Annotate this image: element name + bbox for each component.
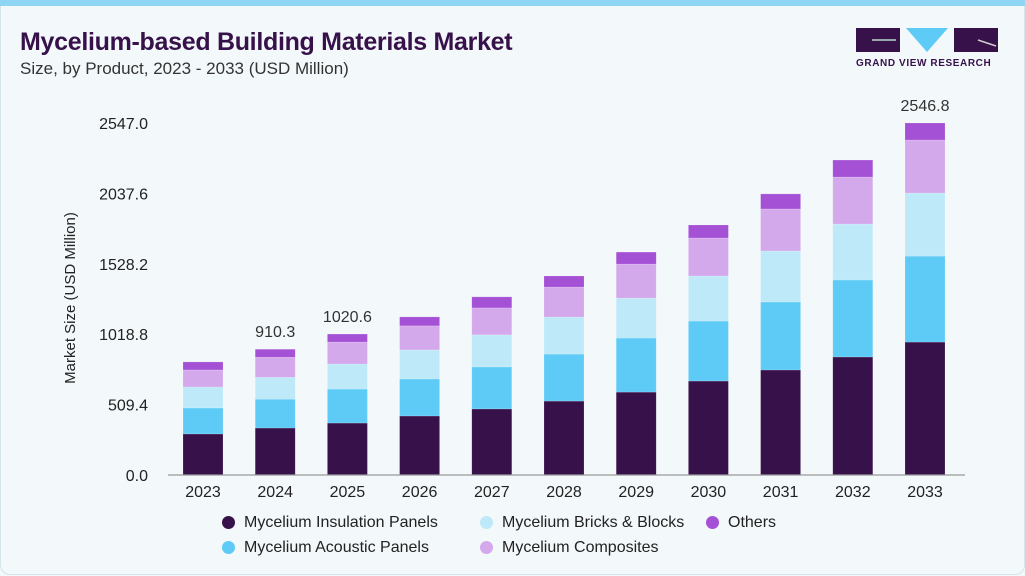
chart-subtitle: Size, by Product, 2023 - 2033 (USD Milli…	[20, 59, 349, 78]
bar-segment-others-2028	[543, 275, 585, 288]
bar-segment-others-2033	[904, 122, 946, 141]
legend-item: Mycelium Composites	[480, 537, 706, 558]
bar-segment-mycelium-bricks-blocks-2029	[615, 297, 657, 339]
bar-segment-mycelium-composites-2030	[688, 237, 729, 277]
bar-segment-mycelium-acoustic-panels-2027	[471, 366, 513, 410]
logo-text: GRAND VIEW RESEARCH	[856, 58, 992, 69]
y-tick-label: 1528.2	[99, 257, 148, 274]
bar-segment-mycelium-insulation-panels-2023	[182, 433, 224, 476]
legend-swatch	[706, 516, 719, 529]
bar-segment-mycelium-composites-2029	[615, 263, 657, 299]
bar-segment-mycelium-insulation-panels-2027	[471, 408, 513, 476]
x-tick-label: 2027	[474, 484, 510, 501]
bar-segment-mycelium-bricks-blocks-2032	[832, 223, 874, 281]
legend-label: Mycelium Composites	[502, 538, 659, 556]
bar-segment-mycelium-acoustic-panels-2031	[760, 301, 801, 371]
bar-segment-others-2024	[254, 348, 296, 358]
bar-segment-mycelium-acoustic-panels-2029	[615, 337, 657, 393]
data-label-2024: 910.3	[255, 324, 295, 341]
y-tick-label: 1018.8	[99, 327, 148, 344]
chart-title: Mycelium-based Building Materials Market	[20, 28, 513, 56]
bar-segment-mycelium-composites-2026	[399, 325, 440, 351]
legend-item: Mycelium Acoustic Panels	[222, 537, 480, 558]
bar-segment-mycelium-insulation-panels-2033	[904, 341, 946, 476]
top-accent-bar	[0, 0, 1025, 6]
bar-segment-mycelium-acoustic-panels-2026	[399, 378, 440, 417]
y-axis-title: Market Size (USD Million)	[62, 212, 79, 384]
bar-segment-mycelium-bricks-blocks-2033	[904, 192, 946, 257]
legend-item: Others	[706, 512, 826, 533]
bar-segment-mycelium-insulation-panels-2025	[327, 422, 368, 476]
bar-segment-mycelium-acoustic-panels-2023	[182, 407, 224, 435]
legend-swatch	[480, 516, 493, 529]
bar-segment-mycelium-bricks-blocks-2028	[543, 316, 585, 355]
bar-segment-mycelium-bricks-blocks-2031	[760, 250, 801, 303]
x-tick-label: 2026	[402, 484, 438, 501]
bar-segment-mycelium-bricks-blocks-2026	[399, 349, 440, 380]
bar-segment-mycelium-acoustic-panels-2024	[254, 398, 296, 429]
bar-segment-mycelium-acoustic-panels-2025	[327, 388, 368, 424]
bar-segment-mycelium-acoustic-panels-2033	[904, 255, 946, 343]
bar-segment-mycelium-acoustic-panels-2032	[832, 279, 874, 358]
bar-segment-mycelium-composites-2027	[471, 307, 513, 336]
y-tick-label: 2037.6	[99, 186, 148, 203]
bar-segment-mycelium-composites-2025	[327, 341, 368, 365]
x-tick-label: 2031	[763, 484, 799, 501]
data-label-2025: 1020.6	[323, 309, 372, 326]
bar-segment-mycelium-insulation-panels-2032	[832, 356, 874, 476]
y-tick-label: 2547.0	[99, 116, 148, 133]
bar-segment-mycelium-bricks-blocks-2024	[254, 376, 296, 400]
x-tick-label: 2028	[546, 484, 582, 501]
legend-swatch	[480, 541, 493, 554]
bar-segment-others-2025	[327, 333, 368, 343]
x-tick-label: 2024	[257, 484, 293, 501]
y-tick-label: 0.0	[126, 468, 148, 485]
bar-segment-mycelium-composites-2023	[182, 369, 224, 388]
bar-segment-mycelium-bricks-blocks-2030	[688, 275, 729, 322]
x-tick-label: 2030	[691, 484, 727, 501]
legend-label: Mycelium Insulation Panels	[244, 513, 438, 531]
bar-segment-mycelium-insulation-panels-2024	[254, 427, 296, 476]
bar-segment-mycelium-insulation-panels-2026	[399, 415, 440, 476]
bar-segment-mycelium-insulation-panels-2031	[760, 369, 801, 476]
bar-segment-mycelium-composites-2024	[254, 356, 296, 378]
bar-segment-mycelium-acoustic-panels-2030	[688, 320, 729, 382]
bar-segment-others-2023	[182, 361, 224, 371]
bar-segment-mycelium-composites-2031	[760, 208, 801, 252]
bar-segment-others-2026	[399, 316, 440, 327]
bar-segment-mycelium-acoustic-panels-2028	[543, 353, 585, 402]
x-tick-label: 2032	[835, 484, 871, 501]
legend-swatch	[222, 541, 235, 554]
gvr-logo: GRAND VIEW RESEARCH	[856, 28, 998, 69]
legend-label: Mycelium Bricks & Blocks	[502, 513, 685, 531]
legend-label: Others	[728, 513, 777, 531]
bar-segment-others-2027	[471, 296, 513, 309]
chart-legend: Mycelium Insulation Panels Mycelium Brick…	[222, 512, 826, 558]
x-tick-label: 2033	[907, 484, 943, 501]
x-tick-label: 2025	[330, 484, 366, 501]
y-tick-label: 509.4	[108, 398, 148, 415]
legend-label: Mycelium Acoustic Panels	[244, 538, 429, 556]
legend-swatch	[222, 516, 235, 529]
x-tick-label: 2029	[618, 484, 654, 501]
bar-segment-mycelium-insulation-panels-2029	[615, 391, 657, 476]
bar-segment-others-2032	[832, 159, 874, 178]
bar-segment-mycelium-composites-2028	[543, 286, 585, 318]
bar-segment-mycelium-bricks-blocks-2027	[471, 334, 513, 368]
bar-segment-mycelium-composites-2033	[904, 139, 946, 194]
data-label-2033: 2546.8	[901, 98, 950, 115]
bar-segment-others-2030	[688, 224, 729, 239]
bar-segment-mycelium-bricks-blocks-2023	[182, 386, 224, 409]
bar-segment-others-2029	[615, 251, 657, 265]
bar-segment-others-2031	[760, 193, 801, 210]
bar-segment-mycelium-insulation-panels-2030	[688, 380, 729, 476]
bar-segment-mycelium-insulation-panels-2028	[543, 400, 585, 476]
bar-segment-mycelium-composites-2032	[832, 176, 874, 225]
bar-segment-mycelium-bricks-blocks-2025	[327, 363, 368, 390]
legend-item: Mycelium Insulation Panels	[222, 512, 480, 533]
gvr-logo-mark	[856, 28, 998, 52]
x-tick-label: 2023	[185, 484, 221, 501]
legend-item: Mycelium Bricks & Blocks	[480, 512, 706, 533]
